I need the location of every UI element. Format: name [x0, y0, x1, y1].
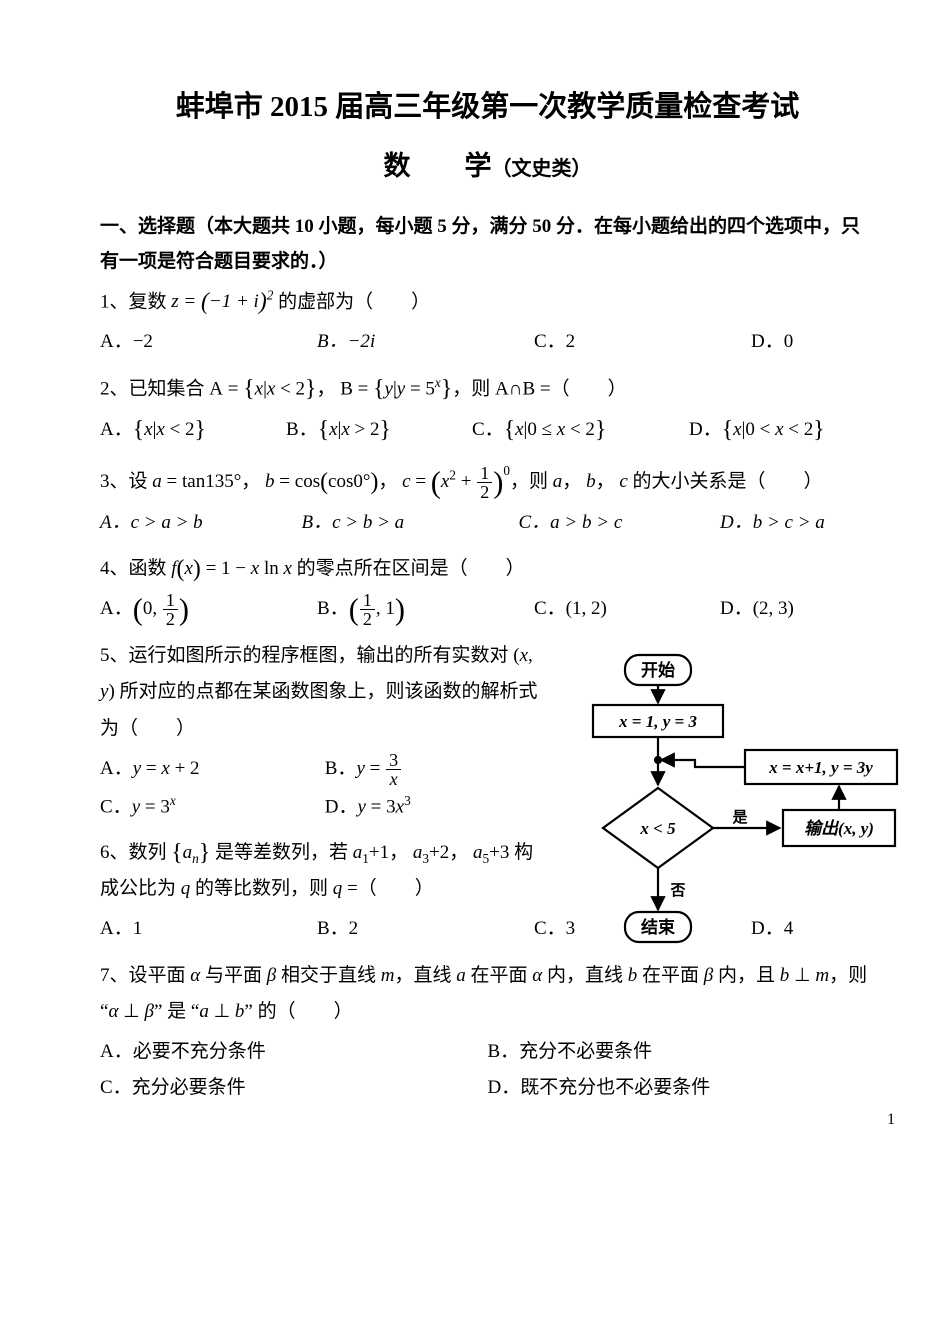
flowchart-diagram: 开始 x = 1, y = 3 x < 5 是 输出(x, y) x = x+1… [545, 650, 900, 995]
flow-cond-label: x < 5 [639, 819, 676, 838]
q4-opt-b: B．(12, 1) [317, 591, 534, 628]
q7-opt-c: C．充分必要条件 [100, 1070, 488, 1106]
flow-end-label: 结束 [641, 917, 675, 937]
q6-opt-a: A．1 [100, 911, 317, 947]
q2-stem: 2、已知集合 A = {x|x < 2}， B = {y|y = 5x}，则 A… [100, 370, 875, 407]
q3-opt-b: B．c > b > a [302, 505, 519, 541]
q5-opt-c: C．y = 3x [100, 788, 325, 825]
q5-opt-a: A．y = x + 2 [100, 751, 325, 788]
page-title: 蚌埠市 2015 届高三年级第一次教学质量检查考试 [100, 80, 875, 135]
q3-opt-c: C．a > b > c [519, 505, 721, 541]
flow-start-label: 开始 [641, 660, 675, 680]
question-2: 2、已知集合 A = {x|x < 2}， B = {y|y = 5x}，则 A… [100, 370, 875, 448]
q1-options: A．−2 B．−2i C．2 D．0 [100, 324, 875, 360]
q2-opt-c: C．{x|0 ≤ x < 2} [472, 412, 689, 448]
flow-output-label: 输出(x, y) [804, 819, 874, 838]
q1-opt-a: A．−2 [100, 324, 317, 360]
q5-stem: 5、运行如图所示的程序框图，输出的所有实数对 (x, y) 所对应的点都在某函数… [100, 638, 550, 746]
q7-opt-d: D．既不充分也不必要条件 [488, 1070, 876, 1106]
flow-init-label: x = 1, y = 3 [618, 712, 697, 731]
q4-options: A．(0, 12) B．(12, 1) C．(1, 2) D．(2, 3) [100, 591, 875, 628]
page-subtitle: 数 学（文史类） [100, 141, 875, 192]
q1-stem-suf: 的虚部为（ ） [273, 291, 430, 312]
q2-opt-d: D．{x|0 < x < 2} [689, 412, 825, 448]
q4-opt-c: C．(1, 2) [534, 591, 720, 628]
question-3: 3、设 a = tan135°， b = cos(cos0°)， c = (x2… [100, 458, 875, 541]
q3-stem: 3、设 a = tan135°， b = cos(cos0°)， c = (x2… [100, 458, 875, 501]
subtitle-main: 数 学 [384, 151, 492, 181]
subtitle-paren: （文史类） [492, 158, 592, 180]
page-number: 1 [887, 1105, 895, 1135]
q1-stem-math: z = (−1 + i)2 [171, 291, 273, 312]
section-1-heading: 一、选择题（本大题共 10 小题，每小题 5 分，满分 50 分．在每小题给出的… [100, 210, 875, 278]
q4-opt-a: A．(0, 12) [100, 591, 317, 628]
flow-no-label: 否 [669, 882, 685, 899]
q6-opt-b: B．2 [317, 911, 534, 947]
q7-opt-a: A．必要不充分条件 [100, 1034, 488, 1070]
question-1: 1、复数 z = (−1 + i)2 的虚部为（ ） A．−2 B．−2i C．… [100, 283, 875, 361]
q4-stem: 4、函数 f(x) = 1 − x ln x 的零点所在区间是（ ） [100, 551, 875, 587]
q1-stem: 1、复数 z = (−1 + i)2 的虚部为（ ） [100, 283, 875, 320]
q6-stem: 6、数列 {an} 是等差数列，若 a1+1， a3+2， a5+3 构成公比为… [100, 835, 550, 907]
q3-opt-d: D．b > c > a [720, 505, 825, 541]
q2-options: A．{x|x < 2} B．{x|x > 2} C．{x|0 ≤ x < 2} … [100, 412, 875, 448]
q1-opt-b: B．−2i [317, 324, 534, 360]
question-4: 4、函数 f(x) = 1 − x ln x 的零点所在区间是（ ） A．(0,… [100, 551, 875, 628]
q1-stem-pre: 1、复数 [100, 291, 171, 312]
q5-opt-b: B．y = 3x [325, 751, 550, 788]
q1-opt-c: C．2 [534, 324, 751, 360]
q2-opt-b: B．{x|x > 2} [286, 412, 472, 448]
q1-opt-d: D．0 [751, 324, 793, 360]
flow-yes-label: 是 [731, 809, 748, 826]
q3-opt-a: A．c > a > b [100, 505, 302, 541]
flow-update-label: x = x+1, y = 3y [768, 758, 873, 777]
q4-opt-d: D．(2, 3) [720, 591, 794, 628]
q7-options: A．必要不充分条件 B．充分不必要条件 C．充分必要条件 D．既不充分也不必要条… [100, 1034, 875, 1106]
q5-opt-d: D．y = 3x3 [325, 788, 550, 825]
q3-options: A．c > a > b B．c > b > a C．a > b > c D．b … [100, 505, 875, 541]
q5-options: A．y = x + 2 B．y = 3x C．y = 3x D．y = 3x3 [100, 751, 550, 826]
q7-opt-b: B．充分不必要条件 [488, 1034, 876, 1070]
q2-opt-a: A．{x|x < 2} [100, 412, 286, 448]
